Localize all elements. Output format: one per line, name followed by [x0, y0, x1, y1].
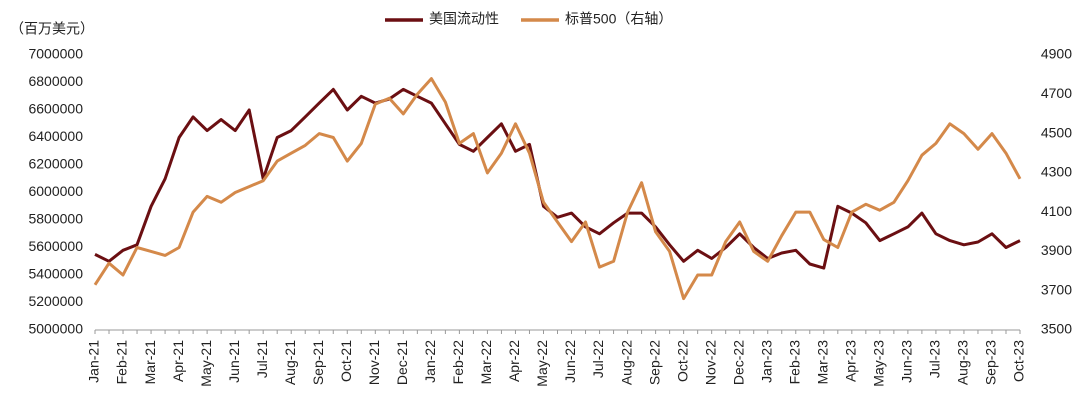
legend-label: 标普500（右轴） — [565, 11, 672, 27]
x-tick-label: Jul-23 — [927, 340, 943, 378]
x-tick-label: May-23 — [871, 340, 887, 387]
y-tick-label: 5600000 — [28, 238, 83, 254]
x-tick-label: Sep-21 — [310, 340, 326, 385]
x-tick-label: Apr-21 — [170, 340, 186, 382]
x-tick-label: Dec-22 — [730, 340, 746, 385]
x-tick-label: Feb-22 — [450, 340, 466, 385]
x-tick-label: Aug-23 — [955, 340, 971, 385]
x-tick-label: Nov-21 — [366, 340, 382, 385]
line-series — [93, 77, 1022, 301]
y2-tick-label: 4700 — [1041, 85, 1072, 101]
line-series — [94, 87, 1021, 270]
y-tick-label: 6600000 — [28, 101, 83, 117]
x-tick-label: Oct-23 — [1011, 340, 1027, 382]
x-tick-label: Jun-21 — [226, 340, 242, 383]
y-tick-label: 6000000 — [28, 183, 83, 199]
x-tick-label: Dec-21 — [394, 340, 410, 385]
x-tick-label: Mar-22 — [478, 340, 494, 385]
x-tick-label: Aug-22 — [618, 340, 634, 385]
x-tick-label: Jun-22 — [562, 340, 578, 383]
y-axis-label: （百万美元） — [10, 21, 94, 37]
x-tick-label: Jan-22 — [422, 340, 438, 383]
x-tick-label: Sep-22 — [646, 340, 662, 385]
x-tick-label: Jul-22 — [590, 340, 606, 378]
x-tick-label: Jul-21 — [254, 340, 270, 378]
y-tick-label: 5200000 — [28, 293, 83, 309]
x-tick-label: May-21 — [198, 340, 214, 387]
y2-tick-label: 3700 — [1041, 281, 1072, 297]
y-tick-label: 5000000 — [28, 321, 83, 337]
x-tick-label: Oct-21 — [338, 340, 354, 382]
x-tick-label: Nov-22 — [702, 340, 718, 385]
y2-tick-label: 3500 — [1041, 321, 1072, 337]
x-tick-label: Mar-21 — [142, 340, 158, 385]
x-tick-label: Feb-23 — [786, 340, 802, 385]
y-tick-label: 6400000 — [28, 128, 83, 144]
y2-tick-label: 4100 — [1041, 203, 1072, 219]
x-tick-label: Jan-23 — [758, 340, 774, 383]
y-tick-label: 5400000 — [28, 266, 83, 282]
y2-tick-label: 4300 — [1041, 164, 1072, 180]
y2-tick-label: 4500 — [1041, 124, 1072, 140]
y-tick-label: 6200000 — [28, 156, 83, 172]
x-tick-label: Apr-23 — [843, 340, 859, 382]
x-tick-label: Oct-22 — [674, 340, 690, 382]
x-tick-label: May-22 — [534, 340, 550, 387]
y2-tick-label: 3900 — [1041, 242, 1072, 258]
x-tick-label: Apr-22 — [506, 340, 522, 382]
y-tick-label: 7000000 — [28, 46, 83, 62]
x-tick-label: Feb-21 — [114, 340, 130, 385]
y-tick-label: 6800000 — [28, 73, 83, 89]
x-tick-label: Jun-23 — [899, 340, 915, 383]
y2-tick-label: 4900 — [1041, 46, 1072, 62]
legend-label: 美国流动性 — [429, 11, 499, 27]
x-tick-label: Jan-21 — [86, 340, 102, 383]
x-tick-label: Aug-21 — [282, 340, 298, 385]
x-tick-label: Sep-23 — [983, 340, 999, 385]
x-tick-label: Mar-23 — [814, 340, 830, 385]
y-tick-label: 5800000 — [28, 211, 83, 227]
